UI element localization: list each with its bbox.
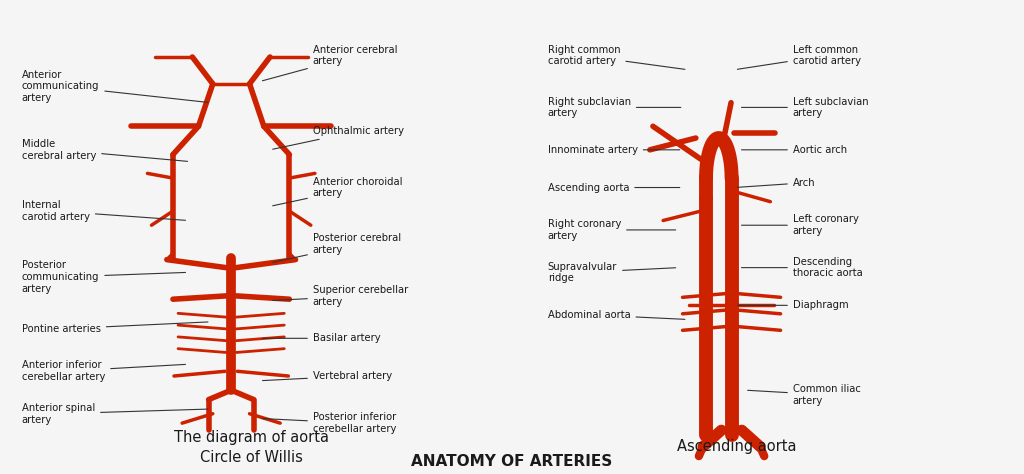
- Text: Right common
carotid artery: Right common carotid artery: [548, 45, 685, 69]
- Text: Diaphragm: Diaphragm: [737, 301, 849, 310]
- Text: Internal
carotid artery: Internal carotid artery: [22, 201, 185, 222]
- Text: Vertebral artery: Vertebral artery: [262, 371, 392, 381]
- Text: ANATOMY OF ARTERIES: ANATOMY OF ARTERIES: [412, 454, 612, 469]
- Text: Ascending aorta: Ascending aorta: [548, 182, 680, 192]
- Text: Arch: Arch: [737, 178, 815, 188]
- Text: Circle of Willis: Circle of Willis: [200, 450, 303, 465]
- Text: Basilar artery: Basilar artery: [262, 333, 381, 343]
- Text: Anterior cerebral
artery: Anterior cerebral artery: [262, 45, 397, 81]
- Text: Aortic arch: Aortic arch: [741, 145, 847, 155]
- Text: Ascending aorta: Ascending aorta: [677, 439, 797, 454]
- Text: Anterior choroidal
artery: Anterior choroidal artery: [272, 177, 402, 206]
- Text: Common iliac
artery: Common iliac artery: [748, 384, 861, 406]
- Text: The diagram of aorta: The diagram of aorta: [174, 430, 329, 445]
- Text: Anterior inferior
cerebellar artery: Anterior inferior cerebellar artery: [22, 361, 185, 382]
- Text: Left subclavian
artery: Left subclavian artery: [741, 97, 868, 118]
- Text: Innominate artery: Innominate artery: [548, 145, 680, 155]
- Text: Left common
carotid artery: Left common carotid artery: [737, 45, 861, 69]
- Text: Abdominal aorta: Abdominal aorta: [548, 310, 685, 320]
- Text: Posterior inferior
cerebellar artery: Posterior inferior cerebellar artery: [262, 412, 396, 434]
- Text: Right coronary
artery: Right coronary artery: [548, 219, 676, 241]
- Text: Right subclavian
artery: Right subclavian artery: [548, 97, 681, 118]
- Text: Anterior spinal
artery: Anterior spinal artery: [22, 403, 208, 425]
- Text: Middle
cerebral artery: Middle cerebral artery: [22, 139, 187, 161]
- Text: Posterior
communicating
artery: Posterior communicating artery: [22, 260, 185, 294]
- Text: Supravalvular
ridge: Supravalvular ridge: [548, 262, 676, 283]
- Text: Superior cerebellar
artery: Superior cerebellar artery: [272, 285, 409, 307]
- Text: Anterior
communicating
artery: Anterior communicating artery: [22, 70, 208, 103]
- Text: Pontine arteries: Pontine arteries: [22, 322, 208, 334]
- Text: Ophthalmic artery: Ophthalmic artery: [272, 126, 403, 149]
- Text: Posterior cerebral
artery: Posterior cerebral artery: [272, 233, 401, 262]
- Text: Descending
thoracic aorta: Descending thoracic aorta: [741, 257, 862, 278]
- Text: Left coronary
artery: Left coronary artery: [741, 214, 859, 236]
